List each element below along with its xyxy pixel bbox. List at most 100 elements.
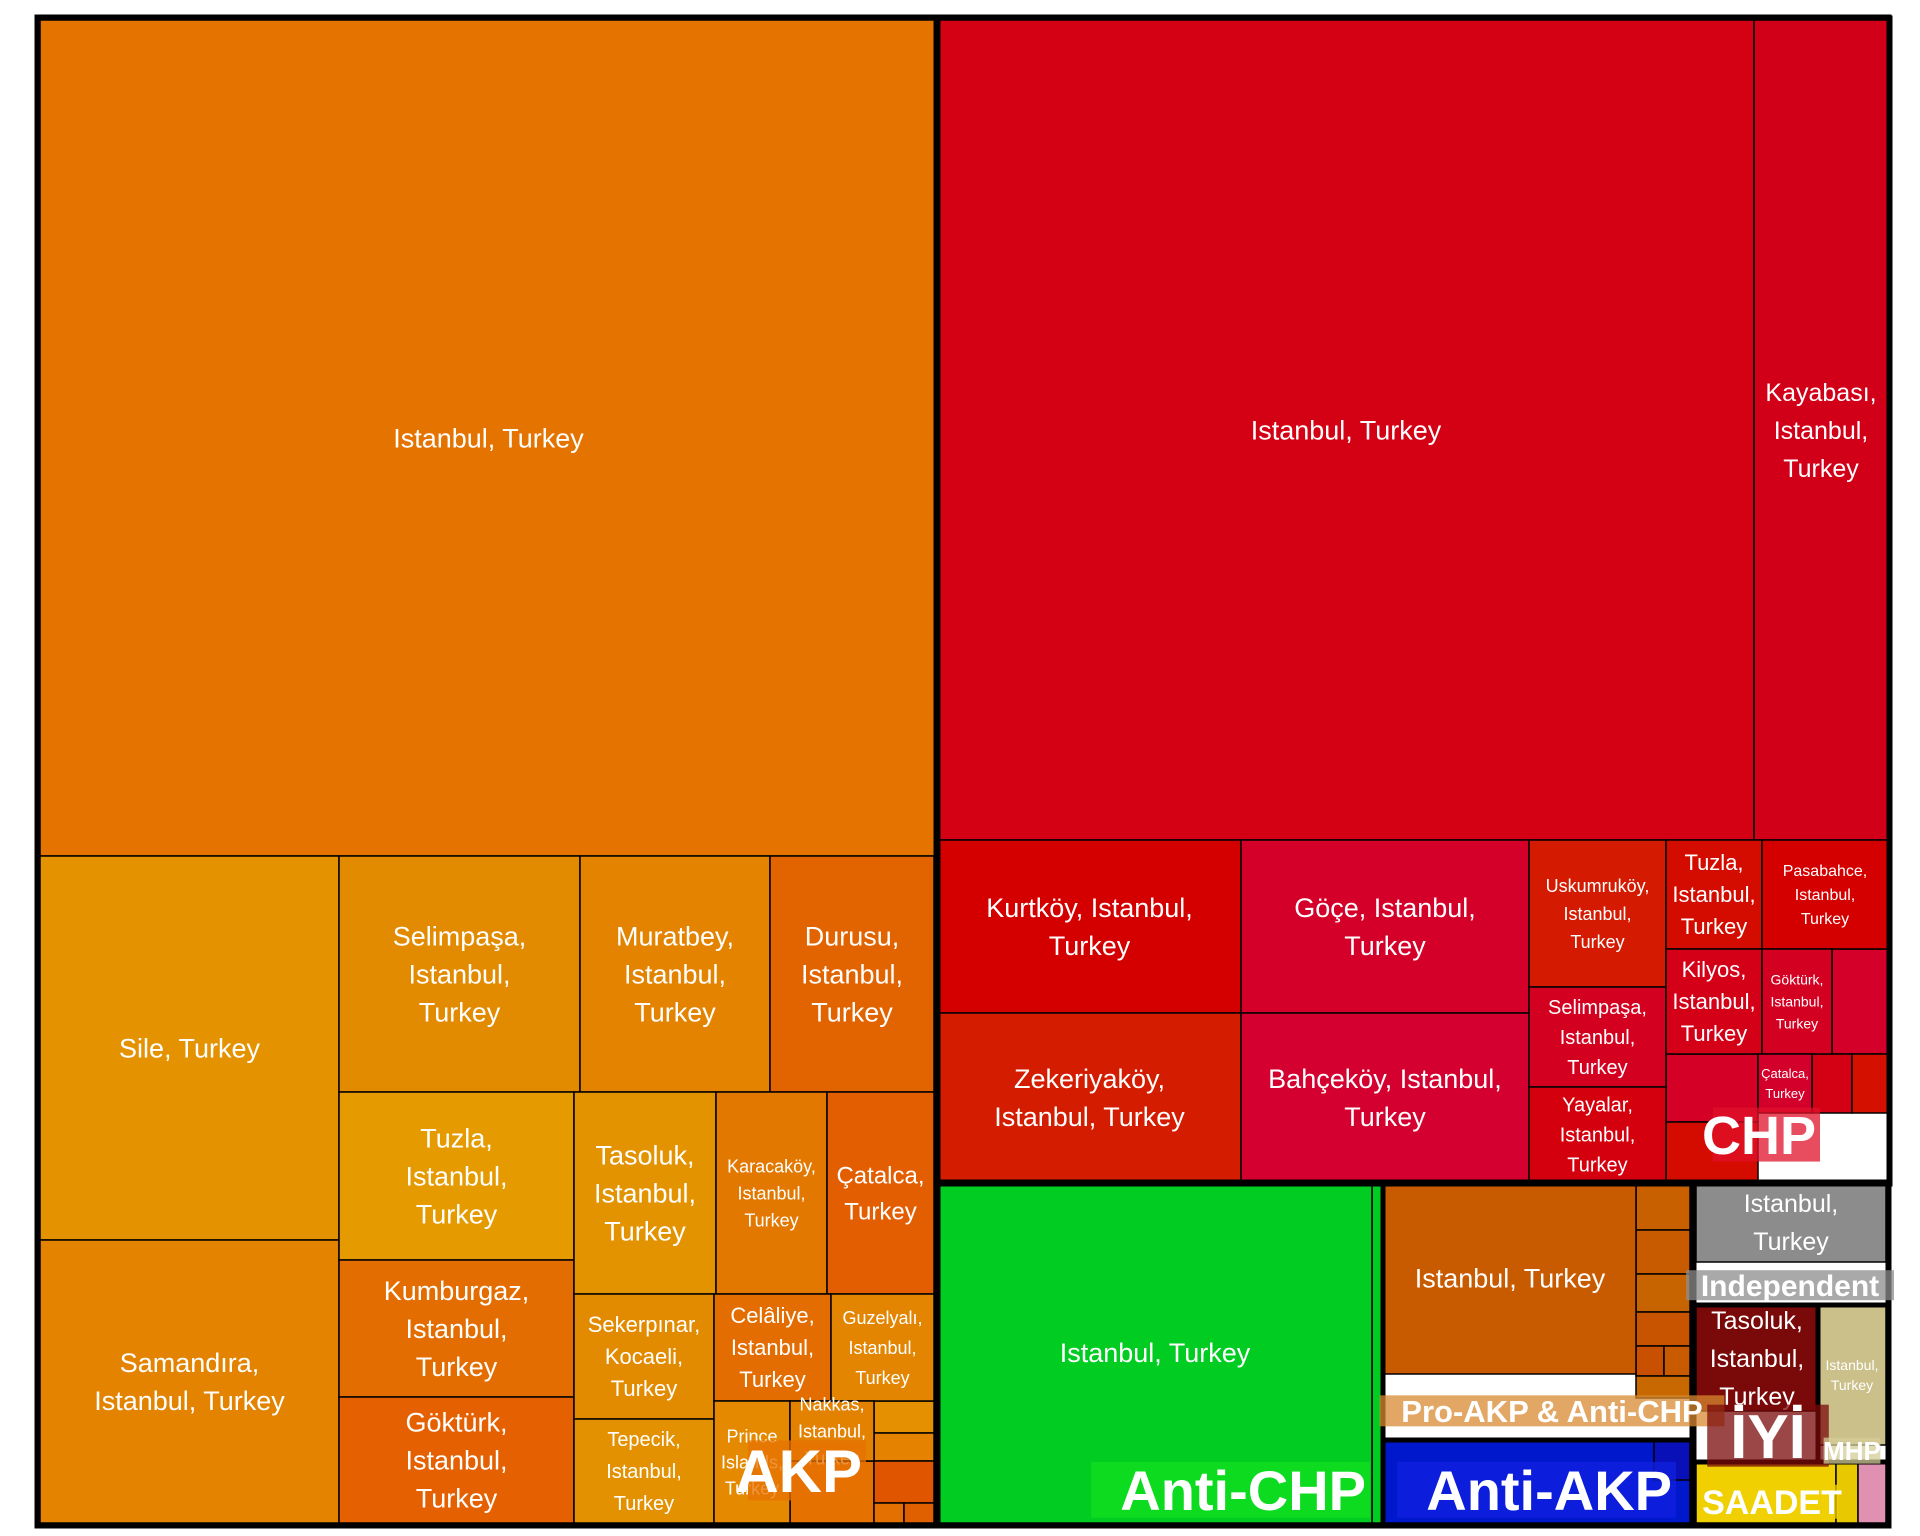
treemap-tile-unlabeled — [1635, 1311, 1691, 1347]
treemap-tile-independent-0 — [1695, 1181, 1887, 1263]
tile-label: Istanbul, Turkey — [393, 423, 584, 453]
treemap-tile-chp-8 — [1528, 1086, 1667, 1183]
tile-label: Tuzla, Istanbul, Turkey — [1672, 850, 1755, 939]
treemap-tile-unlabeled — [903, 1502, 935, 1524]
treemap-tile-akp-8 — [338, 1396, 575, 1524]
tile-label: Çatalca, Turkey — [1761, 1066, 1809, 1101]
tile-label: Kumburgaz, Istanbul, Turkey — [384, 1276, 530, 1382]
treemap-tile-unlabeled — [1851, 1053, 1889, 1114]
group-label-background — [1707, 1404, 1829, 1467]
treemap-tile-chp-5 — [1240, 1012, 1530, 1183]
group-label-background — [1823, 1437, 1881, 1464]
treemap-tile-akp-2 — [39, 1239, 340, 1524]
group-label-anti-chp: Anti-CHP — [1120, 1459, 1366, 1522]
tile-label: Selimpaşa, Istanbul, Turkey — [393, 921, 527, 1027]
tile-label: Pasabahce, Istanbul, Turkey — [1783, 863, 1868, 928]
treemap-tile-chp-13 — [1757, 1053, 1813, 1114]
tile-label: Kurtköy, Istanbul, Turkey — [986, 893, 1193, 961]
treemap-tile-akp-13 — [713, 1293, 832, 1402]
tile-label: Durusu, Istanbul, Turkey — [801, 921, 903, 1027]
group-label-pro-akp-anti-chp: Pro-AKP & Anti-CHP — [1401, 1394, 1702, 1429]
tile-label: Istanbul, Turkey — [1415, 1263, 1606, 1293]
treemap-tile-unlabeled — [873, 1432, 935, 1462]
treemap-tile-akp-10 — [715, 1091, 828, 1295]
group-label-background — [1379, 1395, 1725, 1427]
treemap-tile-chp-12 — [1761, 948, 1833, 1055]
tile-label: Samandıra, Istanbul, Turkey — [94, 1348, 285, 1416]
tile-label: Sekerpınar, Kocaeli, Turkey — [588, 1312, 701, 1401]
group-label-background — [1712, 1107, 1820, 1162]
treemap-tile-akp-1 — [39, 855, 340, 1241]
treemap-tile-akp-12 — [573, 1293, 715, 1420]
tile-label: Göçe, Istanbul, Turkey — [1294, 893, 1476, 961]
tile-label: Selimpaşa, Istanbul, Turkey — [1548, 997, 1647, 1079]
treemap-tile-unlabeled — [873, 1502, 905, 1524]
treemap-tile-unlabeled — [1857, 1461, 1887, 1524]
tile-label: Istanbul, Turkey — [1744, 1190, 1839, 1256]
tile-label: Sile, Turkey — [119, 1033, 261, 1063]
treemap-tile-chp-9 — [1665, 839, 1763, 950]
treemap-tile-unlabeled — [1635, 1273, 1691, 1313]
treemap-tile-unlabeled — [873, 1460, 935, 1504]
tile-label: Muratbey, Istanbul, Turkey — [616, 921, 734, 1027]
group-label-background — [1705, 1484, 1839, 1519]
tile-label: Çatalca, Turkey — [836, 1162, 924, 1225]
group-label-saadet: SAADET — [1702, 1484, 1842, 1522]
treemap-tile-akp-11 — [826, 1091, 935, 1295]
treemap-tile-i-yi-0 — [1695, 1304, 1819, 1412]
tile-label: Uskumruköy, Istanbul, Turkey — [1546, 876, 1650, 952]
tile-label: Guzelyalı, Istanbul, Turkey — [842, 1308, 922, 1388]
tile-label: Bahçeköy, Istanbul, Turkey — [1268, 1064, 1502, 1132]
tile-label: Zekeriyaköy, Istanbul, Turkey — [994, 1064, 1185, 1132]
treemap-tile-chp-1 — [1753, 19, 1889, 841]
treemap-tile-akp-9 — [573, 1091, 717, 1295]
tile-label: Karacaköy, Istanbul, Turkey — [727, 1156, 816, 1230]
tile-label: Celâliye, Istanbul, Turkey — [730, 1303, 814, 1392]
treemap-tile-akp-5 — [769, 855, 935, 1093]
group-label-mhp: MHP — [1823, 1436, 1881, 1466]
treemap-tile-chp-10 — [1761, 839, 1889, 950]
treemap-tile-unlabeled — [1635, 1345, 1665, 1377]
tile-label: Tasoluk, Istanbul, Turkey — [1710, 1307, 1805, 1411]
group-label-i-yi: İYİ — [1730, 1403, 1806, 1472]
tile-label: Yayalar, Istanbul, Turkey — [1560, 1095, 1636, 1177]
treemap-tile-unlabeled — [1811, 1053, 1853, 1114]
treemap-tile-chp-11 — [1665, 948, 1763, 1055]
tile-label: Istanbul, Turkey — [1060, 1338, 1251, 1368]
treemap-tile-akp-7 — [338, 1259, 575, 1398]
treemap-tile-unlabeled — [1635, 1229, 1691, 1275]
treemap-tile-chp-7 — [1528, 986, 1667, 1088]
treemap-tile-chp-3 — [1240, 839, 1530, 1014]
group-label-akp: AKP — [735, 1438, 862, 1505]
group-label-chp: CHP — [1702, 1106, 1816, 1166]
tile-label: Tepecik, Istanbul, Turkey — [606, 1429, 682, 1515]
treemap-tile-chp-4 — [937, 1012, 1242, 1183]
treemap-tile-unlabeled — [1831, 948, 1889, 1055]
treemap-outer-border — [34, 14, 1892, 1529]
tile-label: Göktürk, Istanbul, Turkey — [405, 1407, 507, 1513]
treemap-tile-akp-15 — [573, 1418, 715, 1524]
treemap-tile-chp-0 — [937, 19, 1755, 841]
group-label-anti-akp: Anti-AKP — [1426, 1459, 1672, 1522]
treemap-tile-akp-3 — [338, 855, 581, 1093]
treemap-tile-chp-6 — [1528, 839, 1667, 988]
group-label-background — [1091, 1461, 1370, 1518]
tile-label: Istanbul, Turkey — [1826, 1357, 1879, 1393]
tile-label: Istanbul, Turkey — [1251, 415, 1442, 445]
tile-label: Göktürk, Istanbul, Turkey — [1771, 971, 1824, 1031]
treemap-tile-pro-akp-anti-chp-0 — [1383, 1181, 1637, 1375]
treemap-tile-unlabeled — [1635, 1181, 1691, 1231]
treemap-tile-unlabeled — [873, 1400, 935, 1434]
group-label-background — [1397, 1461, 1676, 1518]
tile-label: Tuzla, Istanbul, Turkey — [405, 1123, 507, 1229]
tile-label: Kilyos, Istanbul, Turkey — [1672, 957, 1755, 1046]
group-label-independent: Independent — [1701, 1270, 1879, 1303]
treemap-tile-chp-2 — [937, 839, 1242, 1014]
tile-label: Tasoluk, Istanbul, Turkey — [594, 1140, 696, 1246]
tile-label: Kayabası, Istanbul, Turkey — [1765, 379, 1876, 483]
treemap-tile-akp-4 — [579, 855, 771, 1093]
group-label-background — [748, 1440, 866, 1501]
group-label-background — [1686, 1270, 1894, 1301]
treemap-tile-unlabeled — [1663, 1345, 1691, 1377]
